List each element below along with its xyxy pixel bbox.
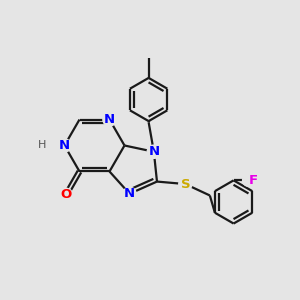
Circle shape <box>123 187 136 200</box>
Circle shape <box>243 174 255 186</box>
Circle shape <box>147 145 161 158</box>
Circle shape <box>59 188 73 202</box>
Text: O: O <box>60 188 72 201</box>
Text: H: H <box>38 140 46 151</box>
Circle shape <box>103 113 116 126</box>
Circle shape <box>179 178 192 191</box>
Text: N: N <box>104 113 115 126</box>
Text: N: N <box>59 139 70 152</box>
Text: F: F <box>248 174 258 187</box>
Text: N: N <box>148 145 159 158</box>
Text: N: N <box>124 187 135 200</box>
Circle shape <box>58 139 71 152</box>
Text: S: S <box>181 178 190 190</box>
Circle shape <box>37 140 47 151</box>
